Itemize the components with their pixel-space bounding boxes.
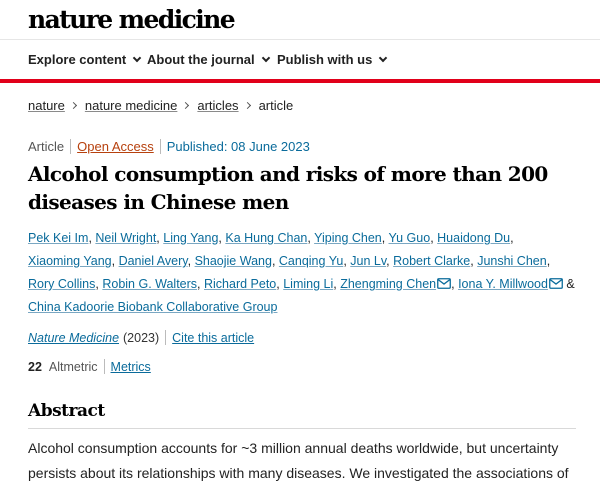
author-link[interactable]: Zhengming Chen	[340, 277, 437, 291]
author-link[interactable]: Rory Collins	[28, 277, 96, 291]
citation-line: Nature Medicine (2023) Cite this article	[28, 330, 254, 345]
author-link[interactable]: Robin G. Walters	[102, 277, 198, 291]
author-group-link[interactable]: China Kadoorie Biobank Collaborative Gro…	[28, 300, 278, 314]
nav-accent-bar	[0, 79, 600, 83]
author-link[interactable]: Richard Peto	[204, 277, 277, 291]
author-link[interactable]: Junshi Chen	[477, 254, 547, 268]
author-link[interactable]: Ling Yang	[163, 231, 219, 245]
author-link[interactable]: Huaidong Du	[437, 231, 511, 245]
publication-year: (2023)	[123, 330, 160, 345]
abstract-heading: Abstract	[28, 401, 105, 421]
envelope-icon[interactable]	[437, 278, 452, 289]
nav-explore-content[interactable]: Explore content	[28, 52, 142, 67]
nav-about-journal[interactable]: About the journal	[147, 52, 270, 67]
site-header: nature medicine	[0, 0, 600, 40]
article-meta: Article Open Access Published: 08 June 2…	[28, 139, 310, 154]
altmetric-score: 22	[28, 359, 42, 374]
metrics-link[interactable]: Metrics	[110, 359, 151, 374]
divider	[159, 139, 161, 154]
abstract-text: Alcohol consumption accounts for ~3 mill…	[28, 440, 569, 481]
site-logo[interactable]: nature medicine	[28, 5, 236, 34]
cite-article-link[interactable]: Cite this article	[172, 330, 255, 345]
metrics-bar: 22 Altmetric Metrics	[28, 359, 151, 374]
chevron-right-icon	[182, 101, 190, 110]
nav-label: Publish with us	[277, 52, 373, 67]
breadcrumb-link[interactable]: nature medicine	[84, 98, 178, 113]
open-access-link[interactable]: Open Access	[77, 139, 154, 154]
abstract-divider	[28, 428, 576, 429]
author-link[interactable]: Xiaoming Yang	[28, 254, 112, 268]
author-list: Pek Kei Im, Neil Wright, Ling Yang, Ka H…	[28, 231, 575, 314]
author-link[interactable]: Pek Kei Im	[28, 231, 89, 245]
author-link[interactable]: Canqing Yu	[278, 254, 344, 268]
nav-label: About the journal	[147, 52, 255, 67]
altmetric-label: Altmetric	[48, 359, 98, 374]
envelope-icon[interactable]	[549, 278, 563, 289]
article-type: Article	[28, 139, 65, 154]
divider	[70, 139, 72, 154]
published-date: Published: 08 June 2023	[166, 139, 310, 154]
breadcrumb: nature nature medicine articles article	[28, 98, 293, 113]
nav-publish-with-us[interactable]: Publish with us	[277, 52, 388, 67]
breadcrumb-link[interactable]: articles	[197, 98, 239, 113]
author-link[interactable]: Neil Wright	[95, 231, 157, 245]
author-link[interactable]: Liming Li	[283, 277, 334, 291]
divider	[165, 330, 167, 345]
main-nav: Explore content About the journal Publis…	[0, 40, 600, 80]
chevron-right-icon	[243, 101, 251, 110]
author-link[interactable]: Shaojie Wang	[194, 254, 272, 268]
journal-link[interactable]: Nature Medicine	[28, 330, 120, 345]
chevron-down-icon	[261, 53, 270, 62]
chevron-down-icon	[133, 53, 142, 62]
chevron-down-icon	[379, 53, 388, 62]
author-link[interactable]: Yu Guo	[388, 231, 431, 245]
divider	[103, 359, 105, 374]
author-link[interactable]: Yiping Chen	[314, 231, 382, 245]
author-link[interactable]: Ka Hung Chan	[225, 231, 308, 245]
nav-label: Explore content	[28, 52, 127, 67]
authors-ampersand: &	[566, 277, 575, 291]
article-title: Alcohol consumption and risks of more th…	[28, 162, 548, 214]
chevron-right-icon	[69, 101, 77, 110]
author-link[interactable]: Robert Clarke	[393, 254, 471, 268]
author-link[interactable]: Daniel Avery	[118, 254, 188, 268]
breadcrumb-current: article	[258, 98, 294, 113]
author-link[interactable]: Iona Y. Millwood	[458, 277, 548, 291]
author-link[interactable]: Jun Lv	[350, 254, 387, 268]
breadcrumb-link[interactable]: nature	[28, 98, 65, 113]
